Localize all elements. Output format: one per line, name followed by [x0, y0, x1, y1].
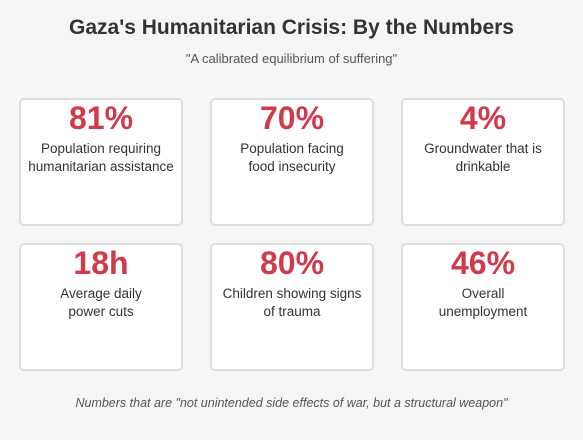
footer-note: Numbers that are "not unintended side ef… [75, 396, 508, 410]
stat-value: 80% [259, 245, 325, 281]
stat-value: 4% [459, 100, 507, 136]
stat-value: 70% [259, 100, 325, 136]
stat-label: Overall unemployment [438, 286, 528, 319]
stat-label: Population requiring humanitarian assist… [28, 141, 174, 174]
stat-card-children-trauma: 80% Children showing signs of trauma [210, 243, 374, 371]
stat-label: Average daily power cuts [60, 286, 142, 319]
stat-value: 18h [73, 245, 129, 281]
stat-label: Population facing food insecurity [240, 141, 344, 174]
stat-card-food-insecurity: 70% Population facing food insecurity [210, 98, 374, 226]
stat-card-humanitarian-assistance: 81% Population requiring humanitarian as… [19, 98, 183, 226]
stat-card-drinkable-groundwater: 4% Groundwater that is drinkable [401, 98, 565, 226]
stat-value: 46% [450, 245, 516, 281]
stat-label: Children showing signs of trauma [222, 286, 362, 319]
page-title: Gaza's Humanitarian Crisis: By the Numbe… [69, 16, 514, 39]
stats-grid: 81% Population requiring humanitarian as… [19, 98, 574, 371]
stat-card-unemployment: 46% Overall unemployment [401, 243, 565, 371]
stat-card-power-cuts: 18h Average daily power cuts [19, 243, 183, 371]
stat-value: 81% [68, 100, 134, 136]
page-subtitle: "A calibrated equilibrium of suffering" [185, 51, 398, 66]
stat-label: Groundwater that is drinkable [424, 141, 542, 174]
